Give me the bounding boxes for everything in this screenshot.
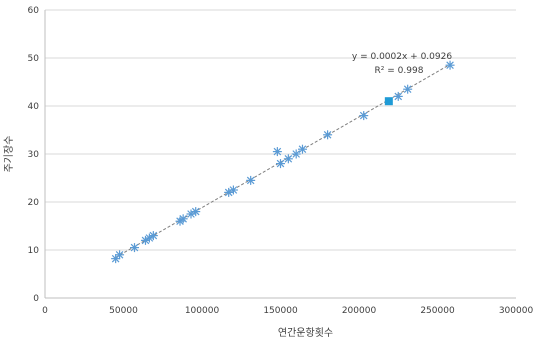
axes <box>44 10 516 299</box>
data-point <box>148 231 158 241</box>
x-tick-label: 100000 <box>185 306 220 316</box>
data-point <box>403 84 413 94</box>
y-tick-label: 60 <box>28 6 40 16</box>
data-point <box>115 250 125 260</box>
trendline-path <box>115 62 454 258</box>
r-squared-label: R² = 0.998 <box>375 66 424 76</box>
y-tick-label: 20 <box>28 198 40 208</box>
y-tick-label: 30 <box>28 150 40 160</box>
x-tick-label: 150000 <box>263 306 298 316</box>
data-point <box>291 149 301 159</box>
y-tick-label: 50 <box>28 54 40 64</box>
trendline <box>115 62 454 258</box>
data-point <box>393 91 403 101</box>
data-point <box>129 243 139 253</box>
highlight-point <box>384 97 393 106</box>
data-point <box>178 214 188 224</box>
data-points <box>111 60 455 264</box>
data-point <box>228 185 238 195</box>
data-point <box>283 154 293 164</box>
x-tick-label: 0 <box>42 306 48 316</box>
y-axis-title: 주기장수 <box>3 136 15 173</box>
data-point <box>191 207 201 217</box>
equation-label: y = 0.0002x + 0.0926 <box>352 52 452 62</box>
y-tick-label: 0 <box>33 294 39 304</box>
x-axis-title: 연간운항횟수 <box>278 327 333 339</box>
data-point <box>246 175 256 185</box>
data-point <box>445 60 455 70</box>
data-point <box>323 130 333 140</box>
data-point <box>276 159 285 169</box>
x-tick-label: 300000 <box>499 306 533 316</box>
gridlines <box>45 9 516 251</box>
axis-labels: 0 10 20 30 40 50 60 0 50000 100000 150000 200000 250… <box>3 6 533 339</box>
annotations: y = 0.0002x + 0.0926 R² = 0.998 <box>352 52 452 76</box>
x-tick-label: 200000 <box>342 306 377 316</box>
data-point <box>297 144 307 154</box>
x-tick-label: 250000 <box>420 306 455 316</box>
data-point <box>272 147 282 157</box>
y-tick-label: 40 <box>28 102 40 112</box>
y-tick-label: 10 <box>28 246 40 256</box>
x-tick-label: 50000 <box>109 306 138 316</box>
data-point <box>359 111 369 121</box>
